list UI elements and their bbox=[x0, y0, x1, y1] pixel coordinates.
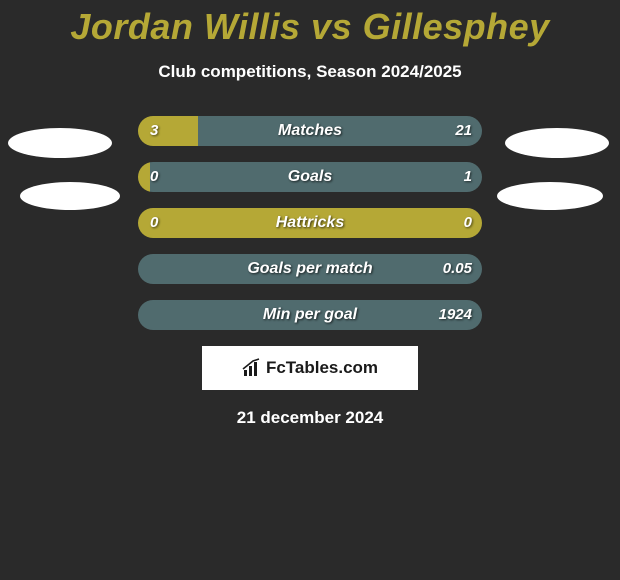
comparison-row: 01Goals bbox=[0, 162, 620, 192]
watermark-text: FcTables.com bbox=[266, 358, 378, 378]
page-title: Jordan Willis vs Gillesphey bbox=[0, 6, 620, 48]
comparison-row: 1924Min per goal bbox=[0, 300, 620, 330]
chart-icon bbox=[242, 358, 262, 378]
comparison-row: 321Matches bbox=[0, 116, 620, 146]
row-label: Hattricks bbox=[138, 208, 482, 238]
watermark-badge: FcTables.com bbox=[202, 346, 418, 390]
page-subtitle: Club competitions, Season 2024/2025 bbox=[0, 62, 620, 82]
row-label: Min per goal bbox=[138, 300, 482, 330]
comparison-row: 00Hattricks bbox=[0, 208, 620, 238]
row-label: Goals per match bbox=[138, 254, 482, 284]
comparison-row: 0.05Goals per match bbox=[0, 254, 620, 284]
row-label: Matches bbox=[138, 116, 482, 146]
snapshot-date: 21 december 2024 bbox=[0, 408, 620, 428]
stats-comparison-card: Jordan Willis vs Gillesphey Club competi… bbox=[0, 6, 620, 428]
row-label: Goals bbox=[138, 162, 482, 192]
